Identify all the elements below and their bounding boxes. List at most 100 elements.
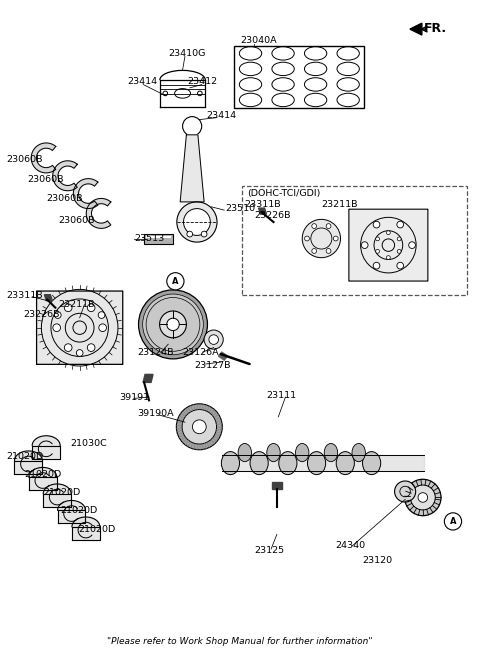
Polygon shape [86,199,111,228]
Circle shape [410,485,435,510]
Circle shape [143,294,204,355]
Polygon shape [73,179,98,209]
Circle shape [98,312,105,318]
Polygon shape [44,295,52,301]
Text: 23060B: 23060B [58,216,95,224]
Text: 23126A: 23126A [182,348,219,357]
Circle shape [99,324,107,332]
Circle shape [54,312,61,318]
Circle shape [87,344,95,352]
Circle shape [87,304,95,312]
Text: 21020D: 21020D [78,525,116,534]
Circle shape [209,335,218,344]
FancyBboxPatch shape [349,209,428,281]
Circle shape [167,318,179,330]
Ellipse shape [336,451,354,475]
Ellipse shape [308,451,325,475]
Polygon shape [222,455,424,471]
Text: 21020D: 21020D [60,506,98,515]
Circle shape [201,231,207,237]
Text: A: A [172,277,179,286]
Circle shape [187,231,192,237]
Circle shape [376,250,380,254]
Polygon shape [43,494,71,507]
Text: 23510: 23510 [226,205,256,213]
Bar [144,234,173,244]
Polygon shape [32,446,60,459]
Circle shape [444,513,462,530]
Circle shape [177,202,217,242]
Text: 21030C: 21030C [70,439,107,448]
Circle shape [167,273,184,290]
Text: 23125: 23125 [254,546,285,555]
Polygon shape [180,135,204,202]
Circle shape [76,350,83,356]
Circle shape [373,221,380,228]
Text: 23060B: 23060B [46,195,83,203]
Ellipse shape [352,444,365,461]
Circle shape [418,493,428,502]
Text: "Please refer to Work Shop Manual for further information": "Please refer to Work Shop Manual for fu… [107,637,373,646]
Circle shape [397,250,401,254]
Text: 39190A: 39190A [137,409,174,418]
Text: 23120: 23120 [362,555,392,565]
Ellipse shape [279,451,297,475]
Circle shape [373,262,380,269]
Text: 23414: 23414 [128,77,157,87]
Bar [234,46,364,108]
Circle shape [139,290,207,359]
Polygon shape [410,23,422,35]
Text: 21020D: 21020D [6,452,44,461]
Text: 23412: 23412 [187,77,217,87]
Text: 23040A: 23040A [240,36,276,45]
Text: 23513: 23513 [135,234,165,243]
Text: (DOHC-TCI/GDI): (DOHC-TCI/GDI) [247,189,321,198]
Polygon shape [58,510,85,524]
Circle shape [192,420,206,434]
Text: 23124B: 23124B [137,348,174,357]
Circle shape [386,256,390,260]
Text: 21020D: 21020D [43,489,80,497]
Text: A: A [450,517,456,526]
FancyBboxPatch shape [36,291,123,364]
Circle shape [397,221,404,228]
Circle shape [395,481,416,502]
Text: FR.: FR. [424,22,447,35]
Circle shape [333,236,338,241]
Ellipse shape [250,451,268,475]
Polygon shape [72,527,100,540]
Polygon shape [31,143,56,173]
Circle shape [182,410,216,444]
Circle shape [326,224,331,228]
Text: 23311B: 23311B [245,200,281,209]
Circle shape [64,304,72,312]
Ellipse shape [267,444,280,461]
Circle shape [408,242,415,248]
Text: 23060B: 23060B [27,175,63,183]
Circle shape [302,219,340,258]
Text: 23414: 23414 [206,111,237,120]
Ellipse shape [362,451,381,475]
Text: 23211B: 23211B [322,200,358,209]
Text: 23111: 23111 [266,391,297,401]
Circle shape [204,330,223,349]
Text: 23410G: 23410G [168,49,205,58]
Ellipse shape [238,444,252,461]
Circle shape [361,242,368,248]
Text: 23060B: 23060B [6,155,43,164]
Circle shape [312,224,317,228]
Text: 23311B: 23311B [6,291,43,301]
Text: 23127B: 23127B [194,361,231,370]
Circle shape [53,324,60,332]
Circle shape [405,479,441,516]
Circle shape [305,236,310,241]
Polygon shape [14,461,42,474]
Bar [242,185,468,295]
Circle shape [159,311,186,338]
Circle shape [386,231,390,234]
Polygon shape [29,477,57,491]
Text: 39191: 39191 [120,393,149,402]
Circle shape [326,248,331,254]
Circle shape [176,404,222,449]
Polygon shape [272,483,282,489]
